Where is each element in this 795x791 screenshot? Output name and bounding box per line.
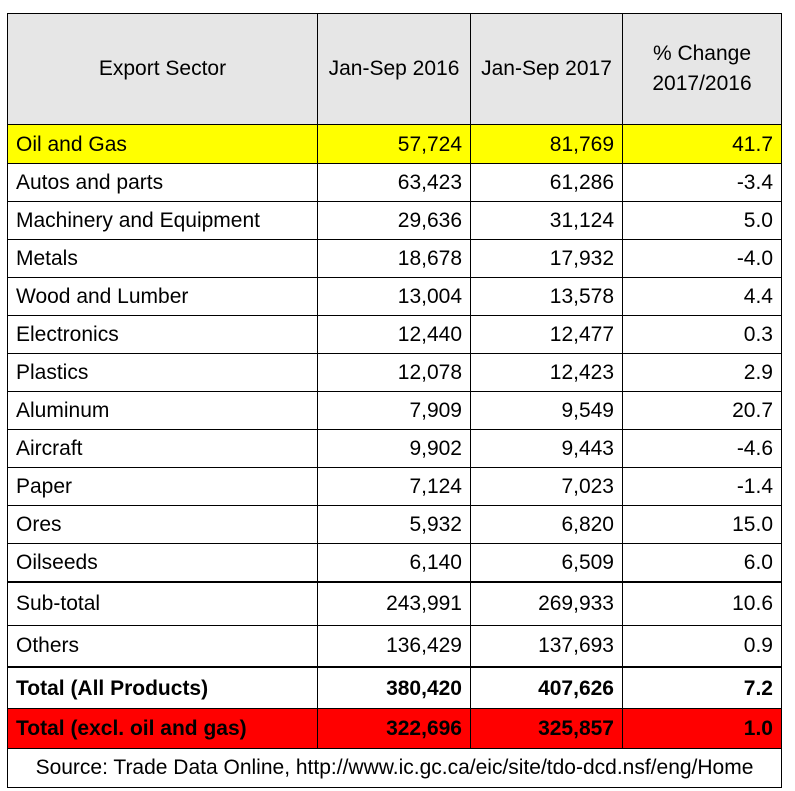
sector-cell: Aluminum bbox=[7, 391, 318, 430]
header-percent-change: % Change 2017/2016 bbox=[622, 13, 782, 125]
value-2016-cell: 7,909 bbox=[317, 391, 471, 430]
value-2017-cell: 13,578 bbox=[470, 277, 623, 316]
percent-change-cell: 15.0 bbox=[622, 505, 782, 544]
value-2017-cell: 12,477 bbox=[470, 315, 623, 354]
percent-change-cell: 6.0 bbox=[622, 543, 782, 583]
total-excl-oil-gas-row: Total (excl. oil and gas) 322,696 325,85… bbox=[7, 708, 782, 749]
header-jan-sep-2016: Jan-Sep 2016 bbox=[317, 13, 471, 125]
others-label: Others bbox=[7, 625, 318, 668]
table-body: Oil and Gas 57,724 81,769 41.7 Autos and par… bbox=[7, 124, 782, 788]
percent-change-cell: -4.0 bbox=[622, 239, 782, 278]
value-2016-cell: 29,636 bbox=[317, 201, 471, 240]
table-row: Paper 7,124 7,023 -1.4 bbox=[7, 467, 782, 506]
total-2016: 380,420 bbox=[317, 667, 471, 709]
value-2017-cell: 6,509 bbox=[470, 543, 623, 583]
total-2017: 407,626 bbox=[470, 667, 623, 709]
table-row: Wood and Lumber 13,004 13,578 4.4 bbox=[7, 277, 782, 316]
subtotal-row: Sub-total 243,991 269,933 10.6 bbox=[7, 582, 782, 626]
sector-cell: Oil and Gas bbox=[7, 124, 318, 164]
total-excl-2016: 322,696 bbox=[317, 708, 471, 749]
value-2017-cell: 81,769 bbox=[470, 124, 623, 164]
table-row: Machinery and Equipment 29,636 31,124 5.0 bbox=[7, 201, 782, 240]
value-2016-cell: 63,423 bbox=[317, 163, 471, 202]
value-2016-cell: 9,902 bbox=[317, 429, 471, 468]
value-2017-cell: 31,124 bbox=[470, 201, 623, 240]
total-excl-label: Total (excl. oil and gas) bbox=[7, 708, 318, 749]
others-2017: 137,693 bbox=[470, 625, 623, 668]
sector-cell: Plastics bbox=[7, 353, 318, 392]
value-2017-cell: 9,549 bbox=[470, 391, 623, 430]
total-excl-change: 1.0 bbox=[622, 708, 782, 749]
sector-cell: Wood and Lumber bbox=[7, 277, 318, 316]
subtotal-label: Sub-total bbox=[7, 582, 318, 626]
percent-change-cell: -1.4 bbox=[622, 467, 782, 506]
sector-cell: Oilseeds bbox=[7, 543, 318, 583]
source-row: Source: Trade Data Online, http://www.ic… bbox=[7, 748, 782, 788]
table-row: Electronics 12,440 12,477 0.3 bbox=[7, 315, 782, 354]
total-change: 7.2 bbox=[622, 667, 782, 709]
sector-cell: Electronics bbox=[7, 315, 318, 354]
value-2016-cell: 13,004 bbox=[317, 277, 471, 316]
table-row: Aluminum 7,909 9,549 20.7 bbox=[7, 391, 782, 430]
percent-change-cell: 0.3 bbox=[622, 315, 782, 354]
source-note: Source: Trade Data Online, http://www.ic… bbox=[7, 748, 782, 788]
header-row: Export Sector Jan-Sep 2016 Jan-Sep 2017 … bbox=[7, 13, 782, 125]
value-2016-cell: 5,932 bbox=[317, 505, 471, 544]
value-2017-cell: 61,286 bbox=[470, 163, 623, 202]
sector-cell: Paper bbox=[7, 467, 318, 506]
value-2016-cell: 12,078 bbox=[317, 353, 471, 392]
percent-change-cell: 2.9 bbox=[622, 353, 782, 392]
sector-cell: Autos and parts bbox=[7, 163, 318, 202]
sector-cell: Ores bbox=[7, 505, 318, 544]
total-all-products-row: Total (All Products) 380,420 407,626 7.2 bbox=[7, 667, 782, 709]
table-row: Oil and Gas 57,724 81,769 41.7 bbox=[7, 124, 782, 164]
subtotal-change: 10.6 bbox=[622, 582, 782, 626]
header-export-sector: Export Sector bbox=[7, 13, 318, 125]
percent-change-cell: 20.7 bbox=[622, 391, 782, 430]
table-row: Aircraft 9,902 9,443 -4.6 bbox=[7, 429, 782, 468]
table-row: Autos and parts 63,423 61,286 -3.4 bbox=[7, 163, 782, 202]
total-label: Total (All Products) bbox=[7, 667, 318, 709]
sector-cell: Machinery and Equipment bbox=[7, 201, 318, 240]
percent-change-cell: 4.4 bbox=[622, 277, 782, 316]
value-2016-cell: 12,440 bbox=[317, 315, 471, 354]
others-2016: 136,429 bbox=[317, 625, 471, 668]
value-2016-cell: 57,724 bbox=[317, 124, 471, 164]
value-2017-cell: 6,820 bbox=[470, 505, 623, 544]
subtotal-2017: 269,933 bbox=[470, 582, 623, 626]
table-row: Ores 5,932 6,820 15.0 bbox=[7, 505, 782, 544]
value-2017-cell: 12,423 bbox=[470, 353, 623, 392]
header-jan-sep-2017: Jan-Sep 2017 bbox=[470, 13, 623, 125]
sector-cell: Metals bbox=[7, 239, 318, 278]
sector-cell: Aircraft bbox=[7, 429, 318, 468]
others-row: Others 136,429 137,693 0.9 bbox=[7, 625, 782, 668]
value-2016-cell: 7,124 bbox=[317, 467, 471, 506]
value-2016-cell: 18,678 bbox=[317, 239, 471, 278]
others-change: 0.9 bbox=[622, 625, 782, 668]
percent-change-cell: -3.4 bbox=[622, 163, 782, 202]
value-2017-cell: 9,443 bbox=[470, 429, 623, 468]
value-2017-cell: 17,932 bbox=[470, 239, 623, 278]
header-percent-change-line1: % Change bbox=[652, 42, 752, 65]
value-2016-cell: 6,140 bbox=[317, 543, 471, 583]
subtotal-2016: 243,991 bbox=[317, 582, 471, 626]
table-row: Metals 18,678 17,932 -4.0 bbox=[7, 239, 782, 278]
percent-change-cell: -4.6 bbox=[622, 429, 782, 468]
export-sector-table: Export Sector Jan-Sep 2016 Jan-Sep 2017 … bbox=[7, 13, 782, 788]
percent-change-cell: 41.7 bbox=[622, 124, 782, 164]
table-row: Plastics 12,078 12,423 2.9 bbox=[7, 353, 782, 392]
total-excl-2017: 325,857 bbox=[470, 708, 623, 749]
percent-change-cell: 5.0 bbox=[622, 201, 782, 240]
header-percent-change-line2: 2017/2016 bbox=[652, 72, 752, 95]
table-row: Oilseeds 6,140 6,509 6.0 bbox=[7, 543, 782, 583]
value-2017-cell: 7,023 bbox=[470, 467, 623, 506]
